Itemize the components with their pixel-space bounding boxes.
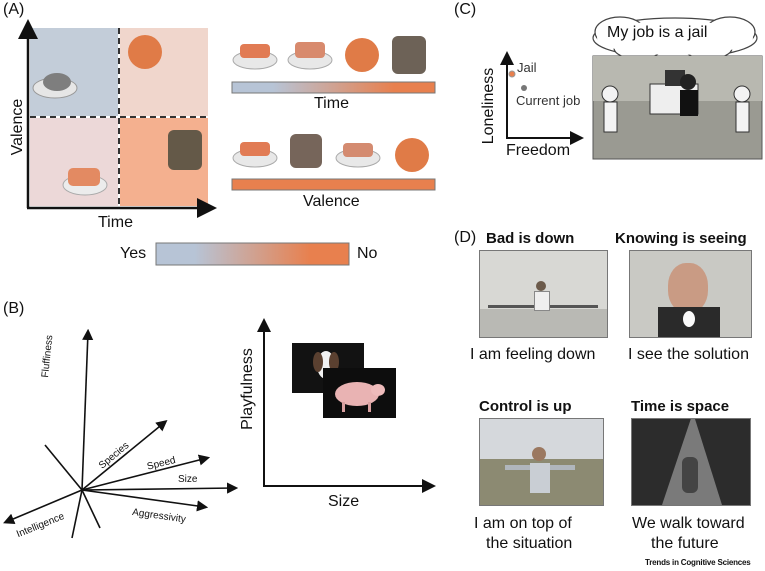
metaphor-title-knowing-is-seeing: Knowing is seeing (615, 230, 747, 247)
panel-b-label: (B) (3, 300, 25, 317)
journal-credit: Trends in Cognitive Sciences (645, 558, 751, 567)
caption-time-is-space-line-2: the future (651, 535, 719, 552)
point-current-job (521, 85, 527, 91)
legend-yes-label: Yes (120, 245, 147, 262)
panel-c-graphic (500, 16, 763, 160)
yes-no-legend-bar (155, 242, 350, 266)
panel-c-y-axis-label: Loneliness (480, 67, 497, 145)
legend-no-label: No (357, 245, 378, 262)
panel-b-y-axis-label: Playfulness (239, 348, 256, 430)
label-jail: Jail (517, 60, 537, 75)
panel-c-x-axis-label: Freedom (506, 142, 571, 159)
valence-bar (231, 178, 436, 191)
panel-b-graphic (3, 318, 436, 539)
valence-bar-label: Valence (303, 193, 360, 210)
photo-bad-is-down (479, 250, 608, 338)
caption-knowing-is-seeing: I see the solution (628, 346, 749, 363)
metaphor-title-time-is-space: Time is space (631, 398, 730, 415)
panel-a-y-axis-label: Valence (9, 98, 26, 156)
panel-a-label: (A) (3, 1, 25, 18)
photo-control-is-up (479, 418, 604, 506)
panel-b-x-axis-label: Size (328, 493, 360, 510)
caption-control-is-up-line-1: I am on top of (474, 515, 572, 532)
quadrant-low-time-low-valence (30, 28, 118, 116)
caption-control-is-up-line-2: the situation (486, 535, 573, 552)
panel-a-x-axis-label: Time (98, 214, 133, 231)
time-dish-row (232, 36, 426, 74)
caption-time-is-space-line-1: We walk toward (632, 515, 745, 532)
time-bar (231, 81, 436, 94)
valence-dish-row (232, 134, 429, 172)
caption-bad-is-down: I am feeling down (470, 346, 596, 363)
panel-a-graphic (18, 19, 436, 266)
panel-c-label: (C) (454, 1, 477, 18)
axis-size: Size (178, 474, 198, 485)
photo-time-is-space (631, 418, 751, 506)
panel-d-label: (D) (454, 229, 477, 246)
time-bar-label: Time (314, 95, 349, 112)
metaphor-title-control-is-up: Control is up (479, 398, 572, 415)
photo-knowing-is-seeing (629, 250, 752, 338)
speech-text: My job is a jail (607, 24, 708, 41)
point-jail (508, 70, 516, 78)
metaphor-title-bad-is-down: Bad is down (486, 230, 575, 247)
label-current-job: Current job (516, 93, 581, 108)
